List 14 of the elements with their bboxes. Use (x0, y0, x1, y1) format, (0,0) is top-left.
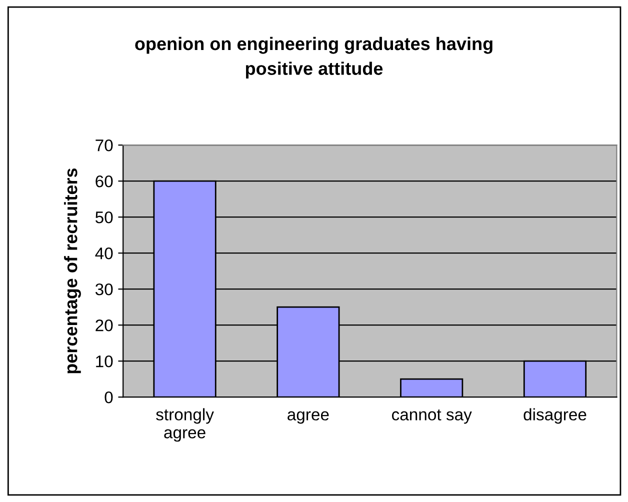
y-tick-label: 10 (96, 355, 113, 368)
chart-title: openion on engineering graduates having positive attitude (135, 36, 492, 79)
x-tick-label: disagree (524, 408, 586, 424)
y-tick-label: 70 (96, 139, 113, 152)
y-tick-label: 0 (104, 391, 113, 404)
y-tick-label: 50 (95, 211, 113, 224)
x-tick-label: cannot say (392, 409, 472, 424)
y-axis-title: percentage of recruiters (64, 168, 81, 374)
x-tick-label: agree (288, 411, 329, 424)
y-tick-label: 20 (96, 319, 113, 332)
x-tick-label: strongly agree (156, 408, 214, 442)
y-tick-label: 60 (96, 175, 113, 188)
y-tick-label: 40 (95, 247, 113, 260)
y-tick-label: 30 (95, 283, 113, 296)
